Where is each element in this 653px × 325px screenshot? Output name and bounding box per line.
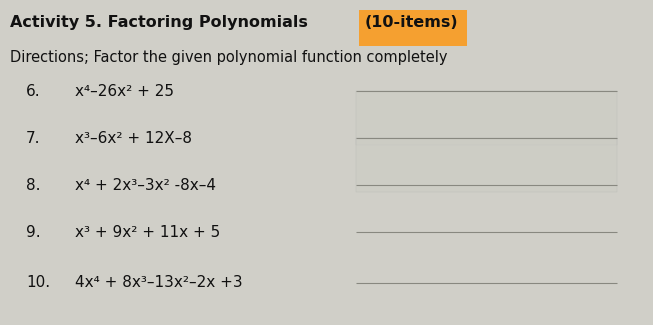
- Text: (10-items): (10-items): [364, 15, 458, 30]
- Text: 7.: 7.: [26, 131, 40, 146]
- Text: x³ + 9x² + 11x + 5: x³ + 9x² + 11x + 5: [75, 225, 220, 240]
- FancyBboxPatch shape: [359, 10, 467, 46]
- Text: Directions; Factor the given polynomial function completely: Directions; Factor the given polynomial …: [10, 50, 447, 65]
- Text: Activity 5. Factoring Polynomials: Activity 5. Factoring Polynomials: [10, 15, 313, 30]
- Text: 9.: 9.: [26, 225, 40, 240]
- Text: x⁴ + 2x³–3x² -8x–4: x⁴ + 2x³–3x² -8x–4: [75, 178, 216, 193]
- Text: x³–6x² + 12X–8: x³–6x² + 12X–8: [75, 131, 192, 146]
- Text: 4x⁴ + 8x³–13x²–2x +3: 4x⁴ + 8x³–13x²–2x +3: [75, 275, 243, 290]
- Text: 10.: 10.: [26, 275, 50, 290]
- Text: x⁴–26x² + 25: x⁴–26x² + 25: [75, 84, 174, 98]
- FancyBboxPatch shape: [356, 138, 617, 192]
- FancyBboxPatch shape: [356, 91, 617, 145]
- Text: 6.: 6.: [26, 84, 40, 98]
- Text: 8.: 8.: [26, 178, 40, 193]
